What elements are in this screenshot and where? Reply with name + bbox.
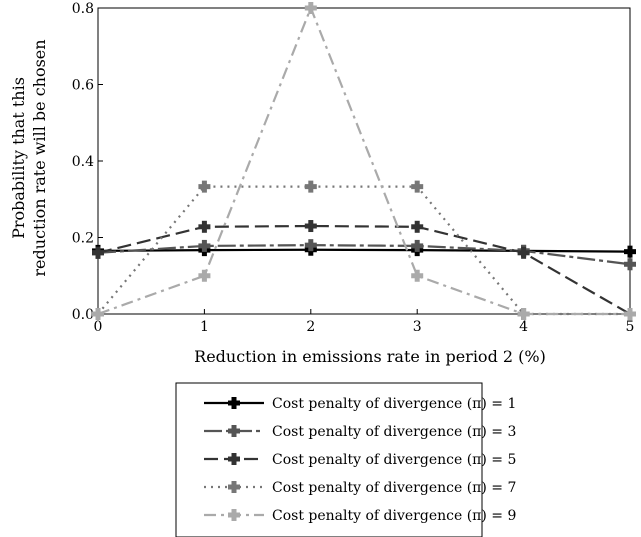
y-axis-label-line-1: Probability that this (9, 77, 28, 239)
y-tick-label: 0.2 (72, 231, 94, 247)
data-point (517, 246, 530, 259)
legend-entry: Cost penalty of divergence (π) = 3 (204, 424, 516, 440)
x-tick-label: 4 (519, 319, 528, 335)
series-line (97, 224, 631, 315)
data-point (304, 239, 317, 252)
legend-entry: Cost penalty of divergence (π) = 7 (204, 480, 516, 496)
data-point (304, 180, 317, 193)
y-tick-label: 0.6 (72, 78, 94, 94)
series-5 (92, 2, 636, 320)
legend-label: Cost penalty of divergence (π) = 9 (272, 508, 516, 524)
y-tick-label: 0.0 (72, 307, 94, 323)
series-3 (92, 220, 636, 320)
y-axis-ticks: 0.0 0.2 0.4 0.6 0.8 (72, 1, 103, 323)
data-point (411, 239, 424, 252)
legend-label: Cost penalty of divergence (π) = 3 (272, 424, 516, 440)
y-tick-label: 0.8 (72, 1, 94, 17)
data-point (304, 220, 317, 233)
series-line (97, 5, 630, 316)
y-tick-label: 0.4 (72, 154, 94, 170)
data-point (517, 308, 530, 320)
legend-marker (228, 453, 240, 465)
legend-marker (228, 397, 240, 409)
x-tick-label: 0 (94, 319, 103, 335)
data-point (411, 220, 424, 233)
series-2 (92, 239, 636, 271)
data-point (198, 220, 211, 233)
data-point (304, 2, 317, 14)
x-tick-label: 5 (626, 319, 635, 335)
series-line (97, 244, 631, 266)
data-point (198, 239, 211, 252)
data-point (198, 180, 211, 193)
data-point (624, 258, 636, 271)
legend-entry: Cost penalty of divergence (π) = 1 (204, 396, 516, 412)
x-tick-label: 3 (413, 319, 422, 335)
data-point (411, 180, 424, 193)
data-point (624, 308, 636, 320)
legend-label: Cost penalty of divergence (π) = 7 (272, 480, 516, 496)
y-axis-label-line-2: reduction rate will be chosen (30, 39, 49, 276)
legend-marker (228, 425, 240, 437)
data-point (624, 245, 636, 258)
data-point (198, 269, 211, 282)
legend-marker (228, 509, 240, 521)
series-layer (92, 2, 636, 320)
data-point (92, 308, 104, 320)
data-point (411, 269, 424, 282)
legend-marker (228, 481, 240, 493)
y-axis-label: Probability that this reduction rate wil… (9, 39, 49, 276)
x-tick-label: 1 (200, 319, 209, 335)
x-axis-label: Reduction in emissions rate in period 2 … (194, 347, 546, 366)
legend-label: Cost penalty of divergence (π) = 5 (272, 452, 516, 468)
legend-entry: Cost penalty of divergence (π) = 5 (204, 452, 516, 468)
x-tick-label: 2 (306, 319, 315, 335)
data-point (92, 246, 104, 259)
legend-label: Cost penalty of divergence (π) = 1 (272, 396, 516, 412)
legend: Cost penalty of divergence (π) = 1 Cost p… (175, 382, 516, 537)
series-line (97, 248, 631, 253)
legend-entry: Cost penalty of divergence (π) = 9 (204, 508, 516, 524)
